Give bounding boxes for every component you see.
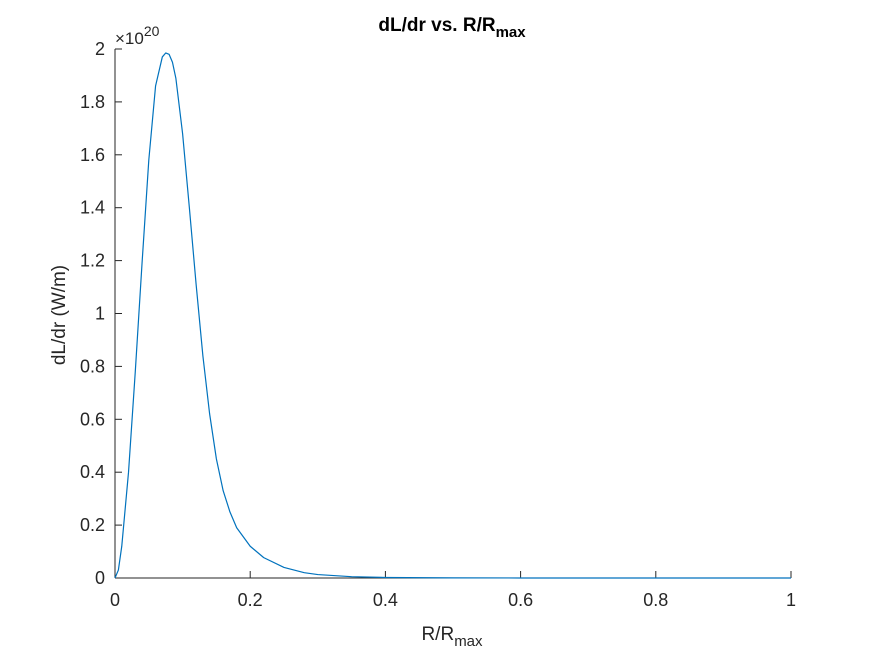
- x-tick-label: 0: [110, 590, 120, 610]
- plot-area: 0 0.2 0.4 0.6 0.8 1 0 0.2 0.4 0.6 0.8 1 1.2 1.4 1.6 1.…: [80, 39, 796, 610]
- y-tick-label: 0: [95, 568, 105, 588]
- y-axis-exponent: ×1020: [115, 23, 160, 48]
- x-tick-label: 0.4: [373, 590, 398, 610]
- x-tick-label: 0.6: [508, 590, 533, 610]
- x-ticks: 0 0.2 0.4 0.6 0.8 1: [110, 571, 796, 610]
- y-tick-label: 1: [95, 304, 105, 324]
- y-ticks: 0 0.2 0.4 0.6 0.8 1 1.2 1.4 1.6 1.8 2: [80, 39, 122, 588]
- series-line: [114, 52, 791, 579]
- y-tick-label: 0.8: [80, 356, 105, 376]
- series-layer: [114, 52, 791, 579]
- y-tick-label: 0.4: [80, 462, 105, 482]
- y-tick-label: 1.8: [80, 92, 105, 112]
- y-tick-label: 2: [95, 39, 105, 59]
- chart-title: dL/dr vs. R/Rmax: [378, 15, 526, 41]
- y-axis-label: dL/dr (W/m): [49, 265, 70, 365]
- y-tick-label: 0.6: [80, 409, 105, 429]
- y-tick-label: 1.6: [80, 145, 105, 165]
- x-tick-label: 0.2: [238, 590, 263, 610]
- x-axis-label: R/Rmax: [421, 624, 483, 650]
- y-tick-label: 0.2: [80, 515, 105, 535]
- y-tick-label: 1.2: [80, 251, 105, 271]
- y-tick-label: 1.4: [80, 198, 105, 218]
- x-tick-label: 0.8: [643, 590, 668, 610]
- x-tick-label: 1: [786, 590, 796, 610]
